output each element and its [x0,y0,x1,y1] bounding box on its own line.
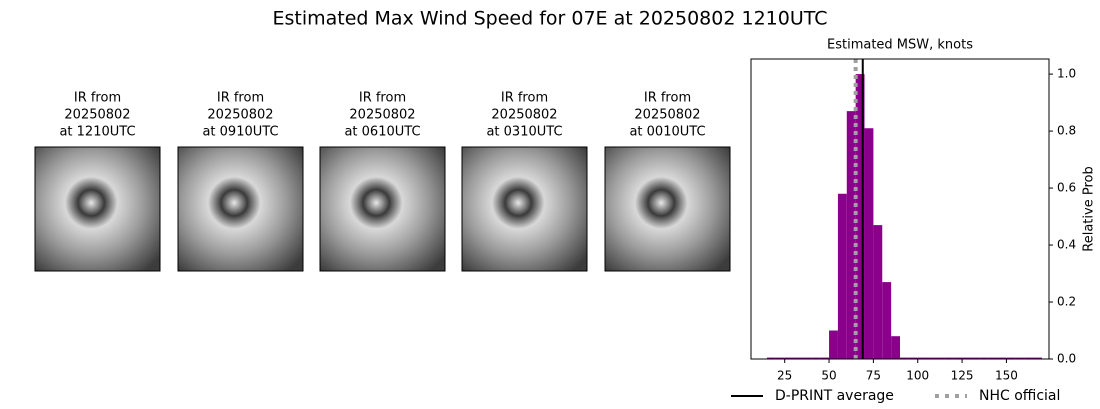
bar [1015,357,1025,359]
panel-title: 20250802 [349,108,415,123]
bar [970,357,980,359]
bar [1006,357,1016,359]
chart-title: Estimated MSW, knots [827,38,973,53]
bar [873,225,883,359]
y-tick-label: 0.6 [1057,181,1076,195]
ir-image [604,146,731,272]
x-tick-label: 75 [866,369,881,383]
panel-title: IR from [74,91,121,106]
bar [829,330,838,359]
bar [891,336,900,359]
bar [935,357,945,359]
bar [793,357,803,359]
panel-title: IR from [644,91,691,106]
legend-label: NHC official [979,388,1060,404]
panel-title: at 0910UTC [202,125,278,140]
bar [846,111,856,359]
bar [775,357,785,359]
ir-image [34,146,161,272]
x-tick-label: 125 [951,369,974,383]
bar [1024,357,1034,359]
y-tick-label: 0.8 [1057,124,1076,138]
ir-image [461,146,588,272]
ir-image [177,146,304,272]
panel-title: IR from [217,91,264,106]
ir-image [319,146,446,272]
bar [766,357,776,359]
panel-title: at 1210UTC [59,125,135,140]
x-tick-label: 150 [995,369,1018,383]
bar [953,357,963,359]
y-tick-label: 1.0 [1057,67,1076,81]
panel-title: 20250802 [634,108,700,123]
x-tick-label: 100 [906,369,929,383]
figure-title: Estimated Max Wind Speed for 07E at 2025… [272,8,827,30]
bar [811,357,821,359]
y-tick-label: 0.0 [1057,352,1076,366]
bar [908,357,918,359]
bar [837,193,847,359]
x-tick-label: 25 [777,369,792,383]
legend-label: D-PRINT average [775,388,894,404]
panel-title: 20250802 [64,108,130,123]
y-tick-label: 0.2 [1057,295,1076,309]
plot-frame [750,58,1050,360]
bar [900,357,909,359]
bar [917,357,927,359]
bar [988,357,998,359]
bar [820,357,830,359]
bar [979,357,989,359]
panel-title: at 0610UTC [344,125,420,140]
bar [1033,357,1042,359]
y-tick-label: 0.4 [1057,238,1076,252]
bar [882,282,892,359]
bar [784,357,794,359]
bar [944,357,954,359]
y-axis-label: Relative Prob [1082,166,1097,251]
bar [864,128,874,359]
panel-title: IR from [359,91,406,106]
panel-title: IR from [501,91,548,106]
panel-title: 20250802 [207,108,273,123]
panel-title: at 0310UTC [486,125,562,140]
bar [802,357,812,359]
panel-title: at 0010UTC [629,125,705,140]
x-tick-label: 50 [821,369,836,383]
bar [855,74,865,359]
bar [962,357,971,359]
panel-title: 20250802 [491,108,557,123]
bar [926,357,936,359]
bar [997,357,1007,359]
